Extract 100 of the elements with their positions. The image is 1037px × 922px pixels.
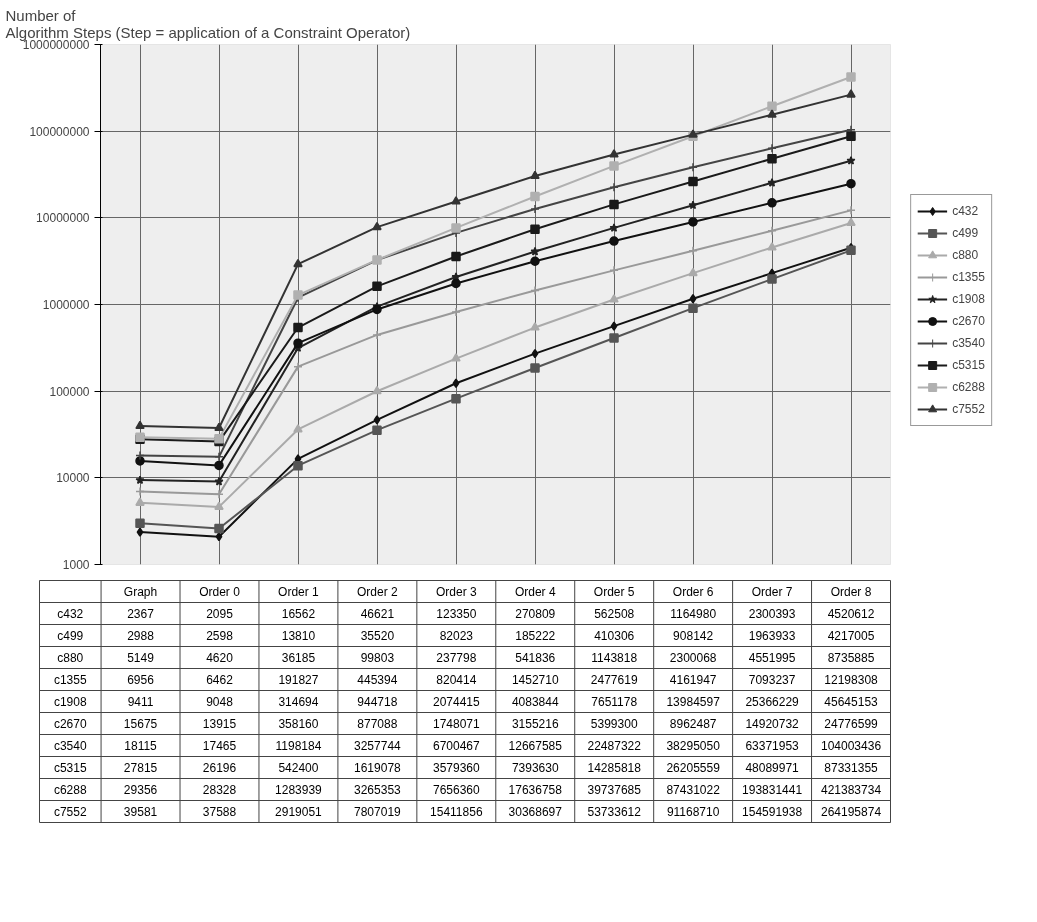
data-label: 4217005 (827, 629, 875, 643)
data-label: 7393630 (511, 761, 559, 775)
legend-label: c880 (952, 247, 979, 262)
data-label: 38295050 (666, 739, 721, 753)
data-label: 15411856 (430, 805, 483, 819)
data-label: 18115 (124, 739, 158, 753)
data-label: 30368697 (508, 805, 563, 819)
data-label: 9411 (127, 695, 154, 709)
data-label: 2074415 (432, 695, 480, 709)
data-label: 87431022 (666, 783, 721, 797)
data-label: 191827 (278, 673, 319, 687)
data-label: 944718 (357, 695, 398, 709)
x-tick-label: Order 2 (357, 584, 399, 599)
data-label: 358160 (278, 717, 319, 731)
y-tick-label: 1000 (62, 558, 90, 572)
data-label: 13915 (202, 717, 237, 731)
data-label: 6700467 (432, 739, 480, 753)
data-label: 24776599 (824, 717, 879, 731)
data-label: 410306 (594, 629, 635, 643)
data-label: 421383734 (821, 783, 882, 797)
text: c3540 (53, 738, 87, 753)
data-label: 1198184 (275, 739, 322, 753)
legend-label: c5315 (952, 357, 985, 372)
data-label: 445394 (357, 673, 398, 687)
data-label: 13984597 (666, 695, 721, 709)
y-tick-label: 100000 (49, 384, 90, 399)
x-tick-label: Order 0 (199, 584, 241, 599)
legend-label: c7552 (952, 401, 985, 416)
data-label: 3155216 (511, 717, 559, 731)
data-label: 9048 (206, 695, 234, 709)
data-label: 8735885 (827, 651, 875, 665)
data-label: 123350 (436, 607, 477, 621)
data-label: 16562 (281, 607, 316, 621)
text: c432 (57, 606, 84, 621)
data-label: 5149 (127, 651, 155, 665)
x-tick-label: Order 4 (514, 584, 556, 599)
data-label: 35520 (360, 629, 395, 643)
data-label: 4620 (206, 651, 234, 665)
x-tick-label: Order 6 (672, 584, 714, 599)
data-label: 908142 (673, 629, 714, 643)
x-tick-label: Order 7 (751, 584, 793, 599)
data-label: 13810 (281, 629, 316, 643)
data-label: 1748071 (432, 717, 480, 731)
data-label: 877088 (357, 717, 398, 731)
data-label: 541836 (515, 651, 556, 665)
data-label: 27815 (123, 761, 158, 775)
data-label: 185222 (515, 629, 556, 643)
data-label: 104003436 (821, 739, 882, 753)
data-label: 48089971 (745, 761, 800, 775)
x-tick-label: Graph (123, 584, 158, 599)
data-label: 193831441 (742, 783, 803, 797)
data-label: 2095 (206, 607, 234, 621)
data-label: 154591938 (742, 805, 803, 819)
data-label: 2988 (127, 629, 155, 643)
y-tick-label: 1000000 (42, 298, 90, 312)
data-label: 36185 (281, 651, 316, 665)
data-label: 820414 (436, 673, 477, 687)
legend-label: c3540 (952, 335, 985, 350)
text: c6288 (53, 782, 87, 797)
data-label: 2367 (127, 607, 155, 621)
data-label: 17636758 (508, 783, 563, 797)
legend-label: c499 (952, 225, 979, 240)
data-label: 4083844 (511, 695, 559, 709)
y-tick-label: 10000000 (36, 211, 90, 226)
data-label: 4520612 (827, 607, 875, 621)
data-label: 542400 (278, 761, 319, 775)
data-label: 264195874 (821, 805, 882, 819)
data-label: 2477619 (590, 673, 638, 687)
x-tick-label: Order 8 (830, 584, 872, 599)
data-label: 1283939 (275, 783, 323, 797)
data-label: 82023 (439, 629, 474, 643)
data-label: 37588 (202, 805, 237, 819)
data-label: 7656360 (432, 783, 480, 797)
data-label: 14285818 (587, 761, 642, 775)
legend-label: c1908 (952, 291, 985, 306)
data-label: 22487322 (587, 739, 642, 753)
data-label: 2919051 (275, 805, 323, 819)
data-label: 2300068 (669, 651, 717, 665)
data-label: 39737685 (587, 783, 642, 797)
data-label: 1619078 (354, 761, 402, 775)
data-label: 87331355 (824, 761, 879, 775)
data-label: 99803 (360, 651, 395, 665)
x-tick-label: Order 5 (593, 584, 635, 599)
data-label: 7651178 (591, 695, 638, 709)
data-label: 53733612 (587, 805, 642, 819)
data-label: 3579360 (432, 761, 480, 775)
data-label: 12667585 (508, 739, 563, 753)
legend-label: c1355 (952, 269, 985, 284)
legend-label: c432 (952, 203, 979, 218)
data-label: 5399300 (590, 717, 638, 731)
data-label: 2598 (206, 629, 234, 643)
data-label: 91168710 (666, 805, 720, 819)
legend-label: c6288 (952, 379, 985, 394)
data-label: 3265353 (354, 783, 402, 797)
data-label: 26205559 (666, 761, 721, 775)
data-label: 63371953 (745, 739, 800, 753)
data-label: 28328 (202, 783, 237, 797)
data-label: 29356 (123, 783, 158, 797)
chart-title: Number of Algorithm Steps (Step = application of a Constraint Operator) (5, 6, 411, 41)
data-label: 1164980 (670, 607, 717, 621)
